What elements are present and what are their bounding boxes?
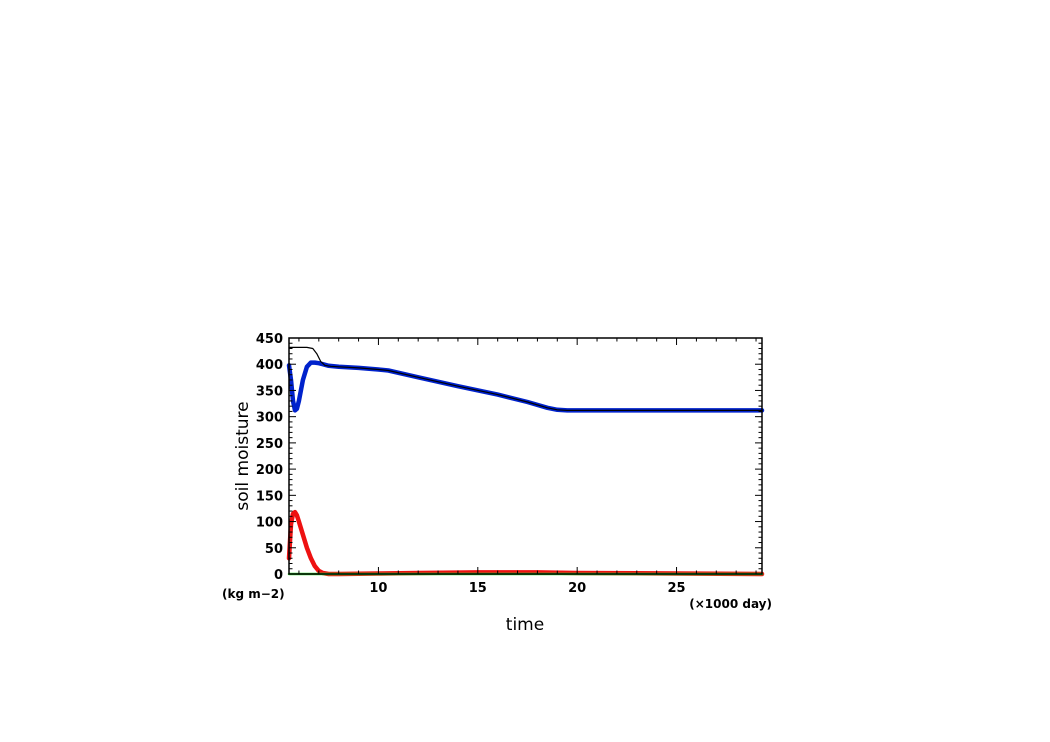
y-tick-label: 50 [265, 542, 283, 557]
y-tick-label: 100 [256, 516, 283, 531]
y-tick-label: 150 [256, 489, 283, 504]
series-line-2 [286, 360, 765, 413]
tick-label-layer: 0 50 100 150 200 250 300 350 400 450 10 15 20 25 [256, 332, 686, 596]
y-tick-label: 450 [256, 332, 283, 347]
y-axis-title: soil moisture [233, 401, 253, 510]
y-tick-label: 200 [256, 463, 283, 478]
plot-frame [288, 337, 763, 575]
y-unit-label: (kg m−2) [222, 587, 285, 601]
y-tick-label: 400 [256, 358, 283, 373]
series-line-1 [288, 346, 763, 411]
y-tick-label: 250 [256, 437, 283, 452]
tick-layer [289, 337, 762, 575]
x-tick-label: 10 [369, 581, 387, 596]
x-tick-label: 15 [469, 581, 487, 596]
series-layer [286, 346, 765, 577]
x-unit-label: (×1000 day) [689, 597, 772, 611]
x-tick-label: 20 [568, 581, 586, 596]
y-tick-label: 350 [256, 384, 283, 399]
y-tick-label: 300 [256, 411, 283, 426]
series-line-3 [286, 509, 765, 577]
x-axis-title: time [506, 615, 544, 635]
y-tick-label: 0 [274, 568, 283, 583]
x-tick-label: 25 [667, 581, 685, 596]
